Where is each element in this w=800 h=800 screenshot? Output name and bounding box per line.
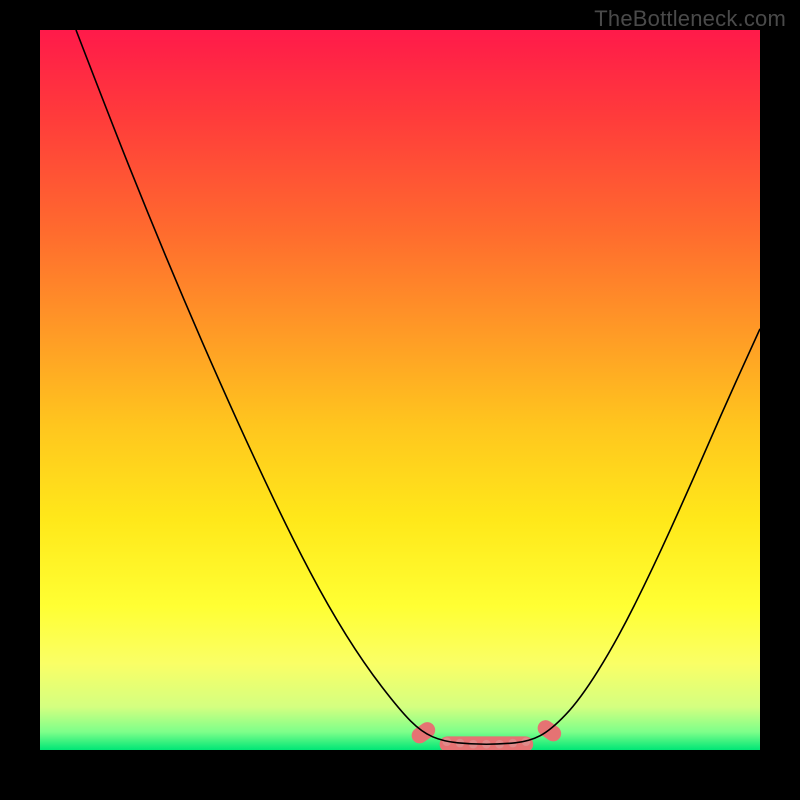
chart-svg [40,30,760,750]
bottleneck-chart [40,30,760,750]
gradient-background [40,30,760,750]
watermark-text: TheBottleneck.com [594,6,786,32]
